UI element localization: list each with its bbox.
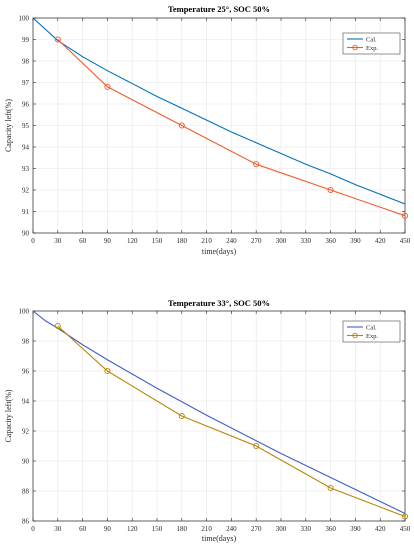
data-point-marker xyxy=(54,36,61,43)
y-tick-label: 95 xyxy=(22,122,30,130)
plot-frame xyxy=(32,310,406,522)
chart-temperature-25: 0 30 60 90 120 150 180 210 240 270 300 330 360 390 420… xyxy=(4,4,411,256)
x-tick-label: 180 xyxy=(177,237,188,245)
y-tick-label: 98 xyxy=(22,338,30,346)
chart-title: Temperature 33°, SOC 50% xyxy=(168,298,270,308)
x-tick-label: 240 xyxy=(226,237,237,245)
legend-label: Exp. xyxy=(366,45,378,52)
x-tick-label: 360 xyxy=(325,525,336,533)
x-tick-label: 30 xyxy=(54,525,62,533)
data-point-marker xyxy=(104,83,111,90)
x-tick-label: 120 xyxy=(127,525,138,533)
x-tick-label: 300 xyxy=(276,525,287,533)
x-tick-label: 30 xyxy=(54,237,62,245)
y-tick-label: 100 xyxy=(19,15,30,23)
x-tick-label: 60 xyxy=(79,237,87,245)
series-line-exp xyxy=(57,39,406,217)
data-point-marker xyxy=(253,161,260,168)
x-tick-label: 360 xyxy=(325,237,336,245)
x-tick-label: 0 xyxy=(31,525,35,533)
y-tick-label: 92 xyxy=(22,187,30,195)
data-point-marker xyxy=(253,442,260,450)
y-tick-label: 91 xyxy=(22,208,30,216)
x-tick-label: 0 xyxy=(31,237,35,245)
y-tick-label: 100 xyxy=(19,308,30,316)
y-tick-label: 86 xyxy=(22,518,30,526)
legend-swatch-marker xyxy=(352,44,358,51)
x-tick-label: 90 xyxy=(104,525,112,533)
data-point-marker xyxy=(401,212,409,219)
chart-title: Temperature 25°, SOC 50% xyxy=(168,4,270,14)
chart-temperature-33: 0 30 60 90 120 150 180 210 240 270 300 330 360 390 420… xyxy=(4,298,411,543)
series-line-cal xyxy=(32,17,406,205)
y-tick-label: 94 xyxy=(22,398,30,406)
x-tick-label: 210 xyxy=(201,237,212,245)
legend-swatch-marker xyxy=(352,332,358,339)
series-line-exp xyxy=(57,325,406,518)
x-axis-label: time(days) xyxy=(202,247,237,256)
legend-label: Exp. xyxy=(366,333,378,340)
data-point-marker xyxy=(327,484,334,492)
x-tick-label: 180 xyxy=(177,525,188,533)
y-tick-label: 90 xyxy=(22,458,30,466)
y-tick-label: 93 xyxy=(22,165,30,173)
y-tick-label: 88 xyxy=(22,488,30,496)
x-tick-label: 150 xyxy=(152,237,163,245)
x-tick-label: 390 xyxy=(350,525,361,533)
data-point-marker xyxy=(54,322,61,330)
series-line-cal xyxy=(32,310,406,514)
data-point-marker xyxy=(178,122,185,129)
legend-label: Cal. xyxy=(366,36,377,43)
x-tick-label: 300 xyxy=(276,237,287,245)
x-tick-label: 450 xyxy=(400,237,411,245)
x-axis-label: time(days) xyxy=(202,534,237,543)
x-tick-label: 450 xyxy=(400,525,411,533)
y-tick-label: 96 xyxy=(22,368,30,376)
y-axis-label: Capacity left(%) xyxy=(4,99,13,152)
x-tick-label: 120 xyxy=(127,237,138,245)
x-tick-label: 420 xyxy=(375,237,386,245)
y-tick-label: 99 xyxy=(22,36,30,44)
x-tick-label: 210 xyxy=(201,525,212,533)
y-tick-label: 97 xyxy=(22,79,30,87)
data-point-marker xyxy=(401,513,409,520)
x-tick-label: 390 xyxy=(350,237,361,245)
x-tick-label: 330 xyxy=(301,237,312,245)
y-axis-label: Capacity left(%) xyxy=(4,389,13,442)
x-tick-label: 420 xyxy=(375,525,386,533)
x-tick-label: 240 xyxy=(226,525,237,533)
legend: Cal. Exp. xyxy=(342,320,401,343)
data-point-marker xyxy=(178,412,185,420)
y-tick-label: 96 xyxy=(22,101,30,109)
x-tick-label: 270 xyxy=(251,237,262,245)
x-tick-label: 330 xyxy=(301,525,312,533)
x-tick-label: 90 xyxy=(104,237,112,245)
data-point-marker xyxy=(327,186,334,194)
y-tick-label: 94 xyxy=(22,144,30,152)
y-tick-label: 90 xyxy=(22,230,30,238)
y-tick-label: 98 xyxy=(22,58,30,66)
x-tick-label: 60 xyxy=(79,525,87,533)
y-tick-label: 92 xyxy=(22,428,30,436)
legend: Cal. Exp. xyxy=(342,32,401,55)
x-tick-label: 150 xyxy=(152,525,163,533)
data-point-marker xyxy=(104,367,111,375)
legend-label: Cal. xyxy=(366,324,377,331)
x-tick-label: 270 xyxy=(251,525,262,533)
